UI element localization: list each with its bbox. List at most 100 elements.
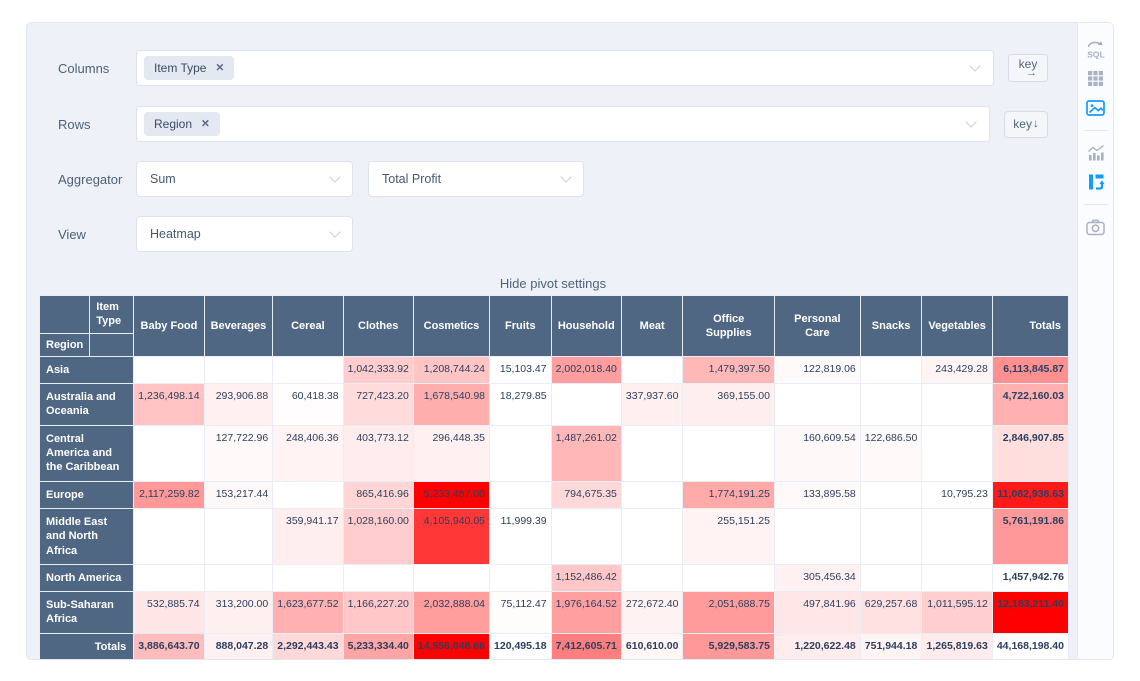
pivot-value-cell xyxy=(272,563,344,593)
pivot-value-cell: 2,117,259.82 xyxy=(133,480,205,509)
row-total-cell: 12,183,211.40 xyxy=(991,591,1069,634)
aggregator-column-select[interactable]: Total Profit xyxy=(368,161,584,197)
pivot-value-cell: 1,042,333.92 xyxy=(342,355,414,385)
table-grid-icon xyxy=(1088,71,1103,86)
pivot-row: North America 1,152,486.42 305,456.34 1,457… xyxy=(39,563,1069,593)
rows-key-order-button[interactable]: key ↓ xyxy=(1004,110,1048,138)
bar-chart-icon xyxy=(1087,144,1104,160)
tag-label: Region xyxy=(154,117,193,131)
arrow-right-icon: → xyxy=(1026,66,1037,79)
pivot-value-cell xyxy=(620,355,684,385)
remove-tag-icon[interactable]: ✕ xyxy=(215,61,225,74)
pivot-row: Asia 1,042,333.92 1,208,744.24 15,103.47 2,0… xyxy=(39,355,1069,385)
col-total-cell: 14,556,048.66 xyxy=(412,632,491,659)
pivot-value-cell: 1,479,397.50 xyxy=(682,355,775,385)
remove-tag-icon[interactable]: ✕ xyxy=(201,117,210,130)
pivot-value-cell: 1,011,595.12 xyxy=(921,591,993,634)
row-total-cell: 1,457,942.76 xyxy=(991,563,1069,593)
totals-col-header: Totals xyxy=(991,295,1069,357)
pivot-value-cell xyxy=(859,355,923,385)
col-total-cell: 1,220,622.48 xyxy=(773,632,861,659)
pivot-value-cell: 497,841.96 xyxy=(773,591,861,634)
pivot-value-cell: 305,456.34 xyxy=(773,563,861,593)
tag-label: Item Type xyxy=(154,61,207,75)
field-tag[interactable]: Item Type ✕ xyxy=(144,56,235,80)
image-preview-button[interactable] xyxy=(1083,95,1109,120)
pivot-value-cell xyxy=(773,507,861,565)
pivot-value-cell: 1,487,261.02 xyxy=(550,424,622,482)
pivot-value-cell: 727,423.20 xyxy=(342,383,414,426)
export-image-button[interactable] xyxy=(1083,214,1109,239)
col-total-cell: 2,292,443.43 xyxy=(272,632,344,659)
col-header: Office Supplies xyxy=(682,295,775,357)
pivot-value-cell: 629,257.68 xyxy=(859,591,923,634)
pivot-value-cell xyxy=(859,480,923,509)
row-total-cell: 4,722,160.03 xyxy=(991,383,1069,426)
pivot-value-cell: 272,672.40 xyxy=(620,591,684,634)
row-label: Sub-Saharan Africa xyxy=(39,591,135,634)
pivot-value-cell: 794,675.35 xyxy=(550,480,622,509)
pivot-value-cell: 10,795.23 xyxy=(921,480,993,509)
view-select[interactable]: Heatmap xyxy=(136,216,353,252)
svg-text:SQL: SQL xyxy=(1087,50,1104,60)
pivot-value-cell: 403,773.12 xyxy=(342,424,414,482)
table-view-button[interactable] xyxy=(1083,66,1109,91)
columns-label: Columns xyxy=(58,60,110,76)
pivot-value-cell xyxy=(272,355,344,385)
field-tag[interactable]: Region ✕ xyxy=(144,112,220,136)
row-attr-label: Region xyxy=(39,332,91,357)
col-header: Household xyxy=(550,295,622,357)
col-header: Clothes xyxy=(342,295,414,357)
view-label: View xyxy=(58,226,86,242)
pivot-value-cell: 133,895.58 xyxy=(773,480,861,509)
col-total-cell: 120,495.18 xyxy=(489,632,552,659)
pivot-value-cell: 5,233,487.00 xyxy=(412,480,491,509)
pivot-settings-panel: Columns Item Type ✕ key → Rows Region ✕ ke… xyxy=(27,23,1077,293)
aggregator-select[interactable]: Sum xyxy=(136,161,353,197)
pivot-value-cell xyxy=(620,507,684,565)
chart-view-button[interactable] xyxy=(1083,140,1109,165)
chevron-down-icon xyxy=(329,171,341,183)
pivot-icon xyxy=(1088,174,1105,190)
columns-input[interactable]: Item Type ✕ xyxy=(136,50,994,86)
pivot-value-cell: 359,941.17 xyxy=(272,507,344,565)
arrow-down-icon: ↓ xyxy=(1032,118,1039,130)
pivot-value-cell xyxy=(682,563,775,593)
pivot-value-cell xyxy=(342,563,414,593)
row-total-cell: 6,113,845.87 xyxy=(991,355,1069,385)
pivot-table: Item Type Baby Food Beverages Cereal Clothes… xyxy=(39,295,1069,659)
pivot-value-cell xyxy=(133,563,205,593)
pivot-value-cell: 2,032,888.04 xyxy=(412,591,491,634)
chevron-down-icon xyxy=(560,171,572,183)
row-label: Middle East and North Africa xyxy=(39,507,135,565)
pivot-value-cell: 122,819.06 xyxy=(773,355,861,385)
pivot-value-cell: 1,208,744.24 xyxy=(412,355,491,385)
grand-total-cell: 44,168,198.40 xyxy=(991,632,1069,659)
toolbar-divider xyxy=(1083,130,1108,131)
col-total-cell: 7,412,605.71 xyxy=(550,632,622,659)
pivot-value-cell xyxy=(272,480,344,509)
columns-key-order-button[interactable]: key → xyxy=(1008,54,1048,82)
pivot-view-button[interactable] xyxy=(1083,169,1109,194)
col-header: Personal Care xyxy=(773,295,861,357)
pivot-value-cell: 2,051,688.75 xyxy=(682,591,775,634)
pivot-value-cell xyxy=(412,563,491,593)
hide-pivot-settings-link[interactable]: Hide pivot settings xyxy=(499,276,607,291)
pivot-value-cell xyxy=(203,563,274,593)
pivot-main-area: Columns Item Type ✕ key → Rows Region ✕ ke… xyxy=(27,23,1077,659)
col-total-cell: 3,886,643.70 xyxy=(133,632,205,659)
col-total-cell: 5,929,583.75 xyxy=(682,632,775,659)
pivot-value-cell: 296,448.35 xyxy=(412,424,491,482)
image-icon xyxy=(1086,99,1105,116)
pivot-value-cell: 1,236,498.14 xyxy=(133,383,205,426)
pivot-row: Europe 2,117,259.82 153,217.44 865,416.96 5,… xyxy=(39,480,1069,509)
pivot-value-cell xyxy=(489,480,552,509)
col-header: Beverages xyxy=(203,295,274,357)
pivot-value-cell: 153,217.44 xyxy=(203,480,274,509)
sql-view-button[interactable]: SQL xyxy=(1083,35,1109,62)
rows-input[interactable]: Region ✕ xyxy=(136,106,990,142)
pivot-value-cell xyxy=(682,424,775,482)
pivot-value-cell: 1,678,540.98 xyxy=(412,383,491,426)
pivot-value-cell: 255,151.25 xyxy=(682,507,775,565)
pivot-row: Central America and the Caribbean 127,722… xyxy=(39,424,1069,482)
